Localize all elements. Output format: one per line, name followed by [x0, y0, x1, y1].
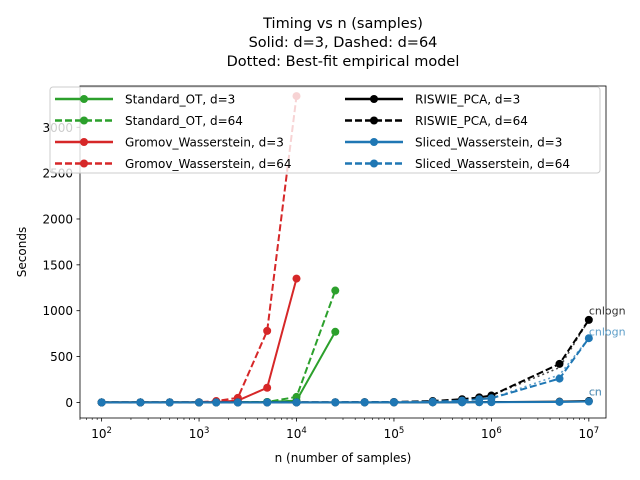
legend-label: Sliced_Wasserstein, d=64: [415, 157, 570, 171]
y-tick-label: 1000: [42, 304, 73, 318]
data-point: [475, 395, 484, 404]
data-point: [584, 334, 593, 343]
legend-marker: [80, 95, 88, 103]
data-point: [428, 397, 437, 406]
data-point: [555, 397, 564, 406]
legend-label: Standard_OT, d=3: [125, 93, 235, 107]
fit-line: [491, 319, 590, 397]
y-tick-label: 0: [65, 396, 73, 410]
data-point: [487, 394, 496, 403]
y-tick-label: 1500: [42, 258, 73, 272]
series-line: [101, 337, 590, 404]
legend-label: Gromov_Wasserstein, d=3: [125, 136, 284, 150]
series-layer: [97, 92, 593, 407]
data-point: [263, 326, 272, 335]
data-point: [212, 398, 221, 407]
data-point: [195, 398, 204, 407]
title-line: Dotted: Best-fit empirical model: [227, 54, 460, 70]
data-point: [165, 398, 174, 407]
legend-marker: [370, 116, 378, 125]
data-point: [292, 274, 301, 283]
fit-annotation: cnlogn: [589, 325, 626, 338]
legend-label: Sliced_Wasserstein, d=3: [415, 136, 562, 150]
legend-marker: [370, 159, 378, 168]
data-point: [97, 398, 106, 407]
legend-frame: [49, 86, 601, 174]
legend-label: RISWIE_PCA, d=64: [415, 114, 528, 128]
x-tick-label: 104: [286, 426, 307, 441]
title-line: Solid: d=3, Dashed: d=64: [249, 35, 438, 51]
title-line: Timing vs n (samples): [262, 16, 423, 32]
data-point: [584, 315, 593, 324]
data-point: [263, 398, 272, 407]
y-axis-label: Seconds: [15, 227, 29, 277]
chart-title: Timing vs n (samples) Solid: d=3, Dashed:…: [227, 16, 460, 70]
data-point: [555, 374, 564, 383]
data-point: [584, 397, 593, 406]
x-tick-label: 106: [481, 426, 502, 441]
legend-label: RISWIE_PCA, d=3: [415, 93, 520, 107]
data-point: [458, 396, 467, 405]
legend-marker: [80, 138, 88, 146]
data-point: [360, 398, 369, 407]
data-point: [331, 327, 340, 336]
legend-label: Gromov_Wasserstein, d=64: [125, 157, 292, 171]
x-tick-label: 105: [384, 426, 405, 441]
legend-marker: [370, 138, 378, 146]
data-point: [233, 398, 242, 407]
series-line: [101, 290, 337, 404]
legend-label: Standard_OT, d=64: [125, 114, 243, 128]
y-tick-label: 500: [50, 350, 73, 364]
data-point: [263, 383, 272, 392]
data-point: [292, 398, 301, 407]
legend-marker: [80, 159, 88, 168]
fit-annotation: cn: [589, 386, 602, 399]
fit-annotation: cnlogn: [589, 304, 626, 317]
legend-marker: [370, 95, 378, 103]
data-point: [136, 398, 145, 407]
legend-marker: [80, 116, 88, 125]
fit-annotation: cn: [589, 386, 602, 399]
x-tick-label: 103: [189, 426, 210, 441]
data-point: [389, 398, 398, 407]
data-point: [331, 286, 340, 295]
x-tick-label: 102: [91, 426, 112, 441]
legend: Standard_OT, d=3 Standard_OT, d=64 Gromov_…: [49, 86, 601, 174]
x-tick-label: 107: [578, 426, 599, 441]
x-axis-label: n (number of samples): [275, 451, 412, 465]
y-tick-label: 2000: [42, 212, 73, 226]
data-point: [555, 359, 564, 368]
series-line: [101, 331, 337, 404]
data-point: [331, 398, 340, 407]
